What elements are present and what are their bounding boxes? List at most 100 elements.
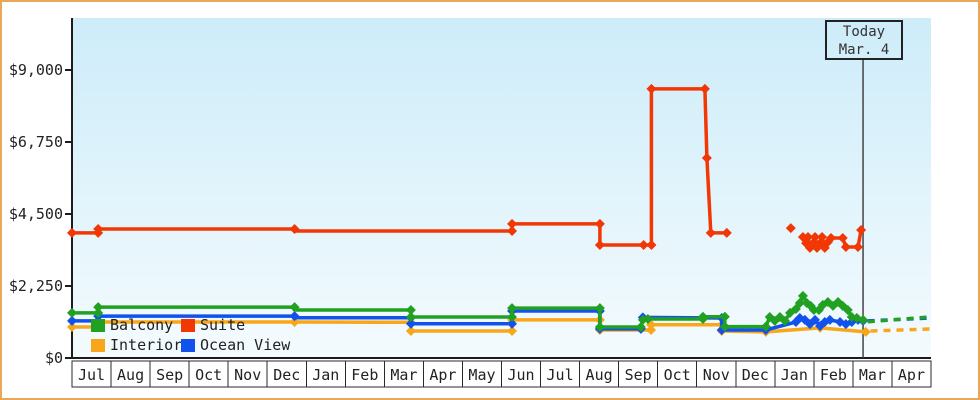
series-interior-point xyxy=(289,317,300,327)
month-label: Dec xyxy=(742,366,769,384)
series-interior-point xyxy=(507,314,518,325)
series-interior-forecast-line xyxy=(870,327,930,333)
series-suite-point xyxy=(852,241,863,252)
month-label: Oct xyxy=(664,366,691,384)
series-balcony-point xyxy=(858,314,869,325)
month-cell xyxy=(149,360,190,388)
series-balcony-point xyxy=(827,300,838,311)
series-interior-point xyxy=(405,317,416,328)
series-interior-point xyxy=(646,325,657,335)
month-label: Nov xyxy=(703,366,730,384)
series-balcony-point xyxy=(817,299,828,310)
month-cell xyxy=(696,360,737,388)
series-suite-point xyxy=(646,240,657,251)
series-ocean-view-point xyxy=(405,318,416,329)
interior-swatch-icon xyxy=(91,338,105,352)
series-balcony-point xyxy=(637,314,648,325)
month-cell xyxy=(344,360,385,388)
series-suite-point xyxy=(289,224,300,235)
series-balcony-point xyxy=(833,297,844,307)
series-balcony-point xyxy=(813,305,824,315)
month-cell xyxy=(422,360,463,388)
series-balcony-point xyxy=(719,321,730,332)
series-balcony-point xyxy=(760,321,771,332)
month-cell xyxy=(618,360,659,388)
series-suite-point xyxy=(797,232,808,243)
y-tick-label: $0 xyxy=(45,349,63,367)
series-suite-point xyxy=(808,238,819,249)
series-balcony-point xyxy=(635,321,646,332)
month-label: May xyxy=(468,366,495,384)
balcony-swatch-icon xyxy=(91,318,105,332)
series-interior-point xyxy=(815,322,826,333)
series-ocean-view-point xyxy=(824,314,835,325)
series-suite-point xyxy=(67,227,77,238)
series-ocean-view-point xyxy=(635,323,646,334)
month-cell xyxy=(774,360,815,388)
today-label: Today xyxy=(842,24,886,40)
series-balcony-point xyxy=(808,305,819,315)
series-suite-point xyxy=(93,224,104,235)
month-label: Aug xyxy=(117,366,144,384)
series-suite-point xyxy=(822,237,833,248)
series-balcony-forecast-line xyxy=(867,315,930,324)
month-label: Aug xyxy=(586,366,613,384)
series-suite-point xyxy=(507,225,518,236)
series-ocean-view-point xyxy=(815,321,826,331)
month-cell xyxy=(227,360,268,388)
month-label: Apr xyxy=(898,366,925,384)
series-balcony-point xyxy=(405,305,416,315)
month-label: Mar xyxy=(390,366,417,384)
series-balcony-point xyxy=(67,307,77,318)
series-ocean-view-point xyxy=(794,313,805,323)
series-layer xyxy=(67,83,930,337)
series-suite xyxy=(67,83,867,253)
series-ocean-view-point xyxy=(835,317,846,327)
series-suite-point xyxy=(815,238,826,249)
series-ocean-view-point xyxy=(846,317,857,327)
series-suite-point xyxy=(507,218,518,229)
month-label: Dec xyxy=(273,366,300,384)
series-ocean-view-point xyxy=(810,314,821,325)
series-balcony-point xyxy=(837,300,848,311)
month-label: Feb xyxy=(820,366,847,384)
y-tick-label: $4,500 xyxy=(9,205,63,223)
month-cell xyxy=(305,360,346,388)
series-balcony-point xyxy=(769,315,780,326)
series-interior-point xyxy=(760,326,771,337)
legend-label-suite: Suite xyxy=(200,316,246,334)
series-balcony-point xyxy=(594,321,605,332)
series-suite-point xyxy=(840,241,851,252)
plot-area xyxy=(72,18,931,358)
ocean-view-swatch-icon xyxy=(181,338,195,352)
today-date: Mar. 4 xyxy=(838,42,890,58)
series-balcony-point xyxy=(289,302,300,313)
series-suite-point xyxy=(811,242,822,253)
series-ocean-view-point xyxy=(858,315,869,326)
series-interior-point xyxy=(594,325,605,335)
legend: Balcony Suite Interior Ocean View xyxy=(91,315,290,355)
month-cell xyxy=(657,360,698,388)
series-ocean-view-point xyxy=(716,325,727,335)
legend-item-balcony: Balcony xyxy=(91,316,181,334)
legend-label-ocean-view: Ocean View xyxy=(200,336,291,354)
month-label: Apr xyxy=(429,366,456,384)
series-balcony-point xyxy=(822,297,833,307)
month-cell xyxy=(383,360,424,388)
series-ocean-view-point xyxy=(790,317,801,327)
series-suite-line xyxy=(801,228,863,250)
month-label: Jun xyxy=(507,366,534,384)
series-ocean-view-point xyxy=(799,314,810,325)
series-balcony-point xyxy=(642,313,653,324)
series-interior-point xyxy=(716,325,727,336)
month-cell xyxy=(813,360,854,388)
series-suite-point xyxy=(594,218,605,229)
month-label: Nov xyxy=(234,366,261,384)
series-interior-point xyxy=(716,319,727,330)
series-balcony-point xyxy=(785,307,796,318)
month-label: Mar xyxy=(859,366,886,384)
legend-label-interior: Interior xyxy=(110,336,183,354)
series-suite-point xyxy=(701,153,712,163)
series-ocean-view-point xyxy=(637,312,648,323)
month-label: Jul xyxy=(78,366,105,384)
